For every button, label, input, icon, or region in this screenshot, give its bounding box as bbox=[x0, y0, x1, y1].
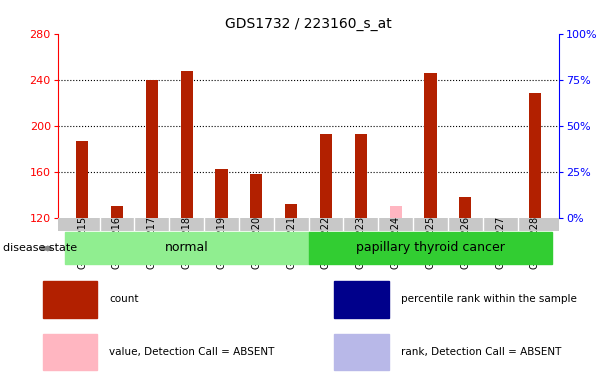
Text: normal: normal bbox=[165, 241, 209, 254]
Bar bbox=[215, 169, 227, 217]
Text: rank, Detection Call = ABSENT: rank, Detection Call = ABSENT bbox=[401, 347, 562, 357]
Title: GDS1732 / 223160_s_at: GDS1732 / 223160_s_at bbox=[225, 17, 392, 32]
Bar bbox=[181, 70, 193, 217]
Bar bbox=[250, 174, 263, 217]
Bar bbox=[529, 93, 541, 218]
Bar bbox=[459, 197, 471, 217]
FancyBboxPatch shape bbox=[308, 232, 553, 264]
Bar bbox=[390, 206, 402, 218]
Bar bbox=[354, 134, 367, 218]
Bar bbox=[76, 141, 88, 218]
Text: disease state: disease state bbox=[3, 243, 77, 254]
Bar bbox=[111, 206, 123, 218]
Text: papillary thyroid cancer: papillary thyroid cancer bbox=[356, 241, 505, 254]
Bar bbox=[494, 217, 506, 220]
FancyBboxPatch shape bbox=[64, 232, 308, 264]
Bar bbox=[320, 134, 332, 218]
Bar bbox=[285, 204, 297, 218]
Bar bbox=[43, 333, 97, 370]
Text: percentile rank within the sample: percentile rank within the sample bbox=[401, 294, 577, 304]
Bar bbox=[43, 281, 97, 318]
Bar bbox=[334, 281, 389, 318]
Bar bbox=[424, 73, 437, 217]
Bar bbox=[146, 80, 158, 218]
Bar bbox=[334, 333, 389, 370]
Text: count: count bbox=[109, 294, 139, 304]
Text: value, Detection Call = ABSENT: value, Detection Call = ABSENT bbox=[109, 347, 275, 357]
